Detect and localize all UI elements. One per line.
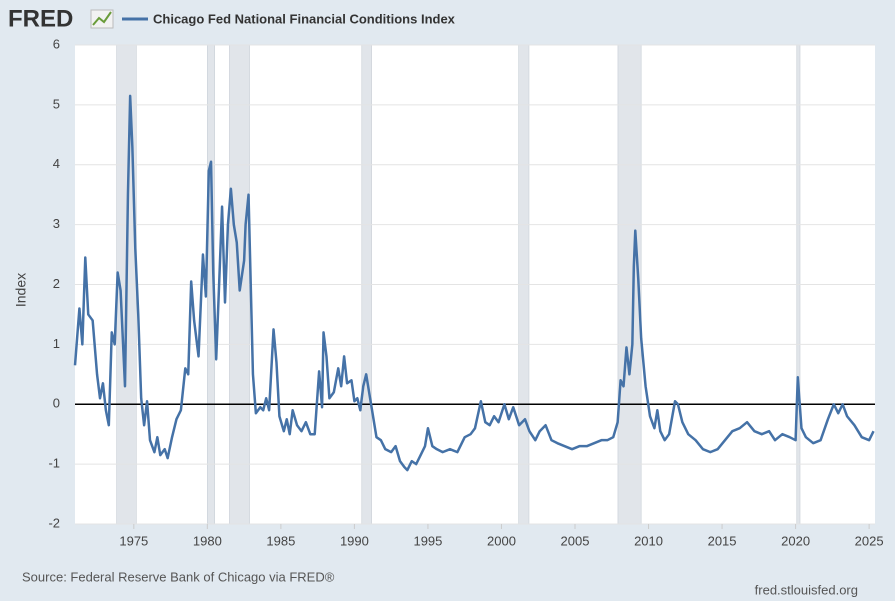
y-tick-label: 5 [53,96,60,111]
x-tick-label: 1995 [413,533,442,548]
x-tick-label: 1985 [266,533,295,548]
y-axis-label: Index [13,273,29,307]
x-tick-label: 2015 [708,533,737,548]
y-tick-label: 3 [53,216,60,231]
y-tick-label: 0 [53,396,60,411]
x-tick-label: 1980 [193,533,222,548]
y-tick-label: 2 [53,276,60,291]
x-tick-label: 2025 [855,533,884,548]
brand-icon [90,9,114,29]
y-tick-label: 4 [53,156,60,171]
x-tick-label: 2005 [561,533,590,548]
x-tick-label: 2020 [781,533,810,548]
y-tick-label: 6 [53,36,60,51]
brand: FRED [8,5,73,32]
x-tick-label: 2000 [487,533,516,548]
x-tick-label: 2010 [634,533,663,548]
y-tick-label: 1 [53,336,60,351]
y-tick-label: -2 [48,515,60,530]
x-tick-label: 1990 [340,533,369,548]
source: Source: Federal Reserve Bank of Chicago … [22,569,335,584]
site: fred.stlouisfed.org [755,582,858,597]
legend-label: Chicago Fed National Financial Condition… [153,11,456,26]
y-tick-label: -1 [48,456,60,471]
x-tick-label: 1975 [119,533,148,548]
series-line [73,94,875,472]
